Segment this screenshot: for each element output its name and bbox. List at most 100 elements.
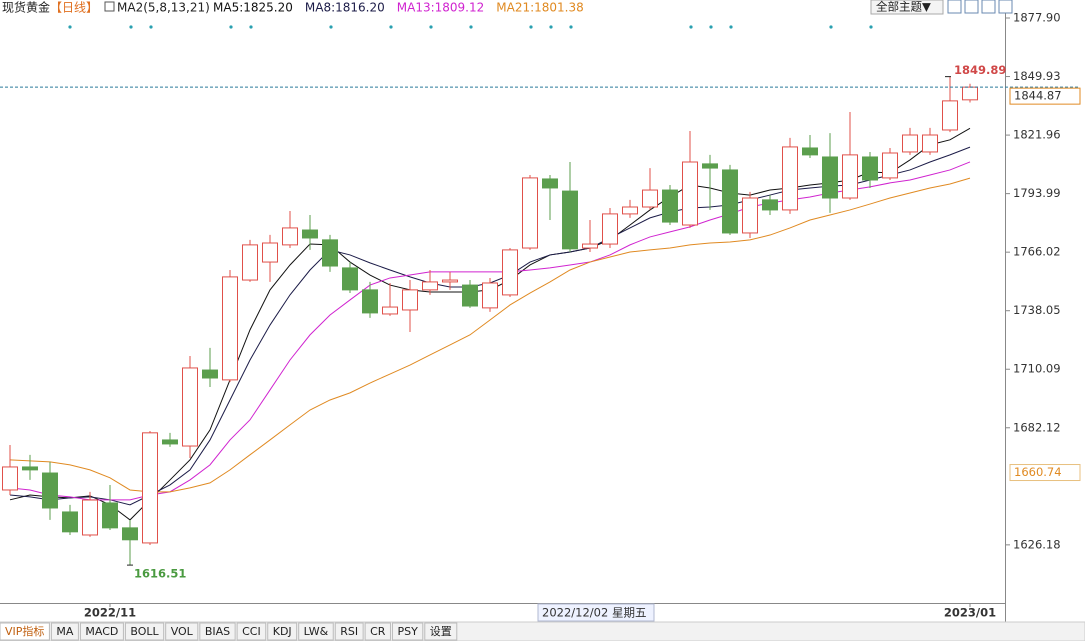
candle-body bbox=[482, 282, 498, 309]
candle-body bbox=[962, 86, 978, 101]
candle-body bbox=[442, 279, 458, 283]
candle-body bbox=[362, 289, 378, 314]
candle-body bbox=[562, 190, 578, 250]
candle-body bbox=[942, 100, 958, 131]
candle-body bbox=[662, 189, 678, 223]
tab-label[interactable]: KDJ bbox=[273, 625, 292, 638]
candle-body bbox=[822, 156, 838, 199]
tab-bg[interactable] bbox=[364, 622, 391, 641]
tab-bg[interactable] bbox=[199, 622, 236, 641]
candle-body bbox=[162, 439, 178, 445]
tab-bg[interactable] bbox=[236, 622, 267, 641]
tab[interactable]: MA bbox=[50, 622, 79, 641]
y-tick-label: 1849.93 bbox=[1013, 69, 1061, 83]
candle-body bbox=[922, 134, 938, 153]
tab-label[interactable]: PSY bbox=[397, 625, 418, 638]
tab-bg[interactable] bbox=[298, 622, 334, 641]
tab-label[interactable]: VOL bbox=[171, 625, 194, 638]
tab[interactable]: MACD bbox=[79, 622, 124, 641]
tab-label[interactable]: RSI bbox=[340, 625, 358, 638]
tab-bg[interactable] bbox=[424, 622, 458, 641]
tab[interactable]: KDJ bbox=[267, 622, 298, 641]
tab-bg[interactable] bbox=[124, 622, 165, 641]
instrument-title: 现货黄金 bbox=[2, 0, 50, 15]
tab-bg[interactable] bbox=[391, 622, 424, 641]
high-label: 1849.89 bbox=[954, 63, 1006, 77]
candle-body bbox=[342, 267, 358, 291]
crosshair-box bbox=[537, 603, 655, 622]
y-tick-label: 1682.12 bbox=[1013, 420, 1061, 434]
y-tick-label: 1766.02 bbox=[1013, 245, 1061, 259]
y-tick-label: 1793.99 bbox=[1013, 186, 1061, 200]
candle-body bbox=[682, 161, 698, 226]
candle-body bbox=[522, 177, 538, 249]
y-tick-label: 1877.90 bbox=[1013, 11, 1061, 25]
tab[interactable]: VIP指标 bbox=[0, 622, 50, 641]
tab-bg[interactable] bbox=[165, 622, 199, 641]
event-markers bbox=[68, 25, 873, 29]
tab-label[interactable]: MACD bbox=[85, 625, 118, 638]
candle-body bbox=[402, 289, 418, 311]
candle-body bbox=[742, 197, 758, 234]
tab-bg[interactable] bbox=[334, 622, 364, 641]
low-label: 1616.51 bbox=[134, 567, 186, 581]
legend-entry: MA5:1825.20 bbox=[213, 1, 293, 15]
tab-label[interactable]: MA bbox=[56, 625, 73, 638]
indicator-icon bbox=[104, 1, 115, 12]
candle-body bbox=[2, 466, 18, 491]
tab[interactable]: VOL bbox=[165, 622, 199, 641]
tab-label[interactable]: CCI bbox=[242, 625, 261, 638]
candle-body bbox=[782, 146, 798, 211]
tab-label[interactable]: CR bbox=[370, 625, 386, 638]
tab[interactable]: 设置 bbox=[424, 622, 458, 641]
tab-label[interactable]: VIP指标 bbox=[5, 624, 44, 638]
y-tick-label: 1738.05 bbox=[1013, 303, 1061, 317]
candle-body bbox=[542, 178, 558, 189]
candle-body bbox=[702, 163, 718, 169]
candle-body bbox=[462, 284, 478, 307]
tab-bg[interactable] bbox=[0, 622, 50, 641]
y-tick-label: 1626.18 bbox=[1013, 537, 1061, 551]
x-tick-label: 2023/01 bbox=[944, 606, 996, 620]
candle-body bbox=[382, 306, 398, 315]
tab-bg[interactable] bbox=[79, 622, 124, 641]
candle-body bbox=[762, 199, 778, 211]
candle-body bbox=[102, 502, 118, 529]
candle-body bbox=[22, 466, 38, 471]
tab[interactable]: CR bbox=[364, 622, 391, 641]
tab[interactable]: RSI bbox=[334, 622, 364, 641]
legend-entry: MA13:1809.12 bbox=[397, 1, 485, 15]
period-label: 【日线】 bbox=[50, 1, 98, 15]
tab-bg[interactable] bbox=[267, 622, 298, 641]
candle-body bbox=[902, 134, 918, 153]
tab[interactable]: BIAS bbox=[199, 622, 236, 641]
tab[interactable]: CCI bbox=[236, 622, 267, 641]
candle-body bbox=[122, 527, 138, 541]
candle-body bbox=[602, 213, 618, 245]
theme-button-label[interactable]: 全部主题▼ bbox=[876, 0, 931, 14]
candle-body bbox=[842, 154, 858, 199]
toolbar-icons[interactable] bbox=[947, 0, 1013, 14]
candle-body bbox=[182, 367, 198, 447]
tab-label[interactable]: BOLL bbox=[130, 625, 159, 638]
current-price-label: 1844.87 bbox=[1014, 89, 1062, 103]
tab-label[interactable]: 设置 bbox=[430, 625, 452, 638]
tab[interactable]: LW& bbox=[298, 622, 334, 641]
tab-bg[interactable] bbox=[50, 622, 79, 641]
crosshair-label: 2022/12/02 星期五 bbox=[542, 606, 646, 620]
tab-label[interactable]: BIAS bbox=[205, 625, 230, 638]
tab[interactable]: BOLL bbox=[124, 622, 165, 641]
tab-label[interactable]: LW& bbox=[304, 625, 329, 638]
ma-line bbox=[9, 177, 971, 493]
x-tick-label: 2022/11 bbox=[84, 606, 136, 620]
y-tick-label: 1710.09 bbox=[1013, 362, 1061, 376]
candle-body bbox=[642, 189, 658, 208]
candle-body bbox=[42, 472, 58, 509]
candle-body bbox=[222, 276, 238, 381]
candle-body bbox=[142, 432, 158, 544]
candle-body bbox=[722, 169, 738, 234]
theme-button[interactable] bbox=[870, 0, 944, 15]
tab[interactable]: PSY bbox=[391, 622, 424, 641]
candle-body bbox=[882, 152, 898, 179]
